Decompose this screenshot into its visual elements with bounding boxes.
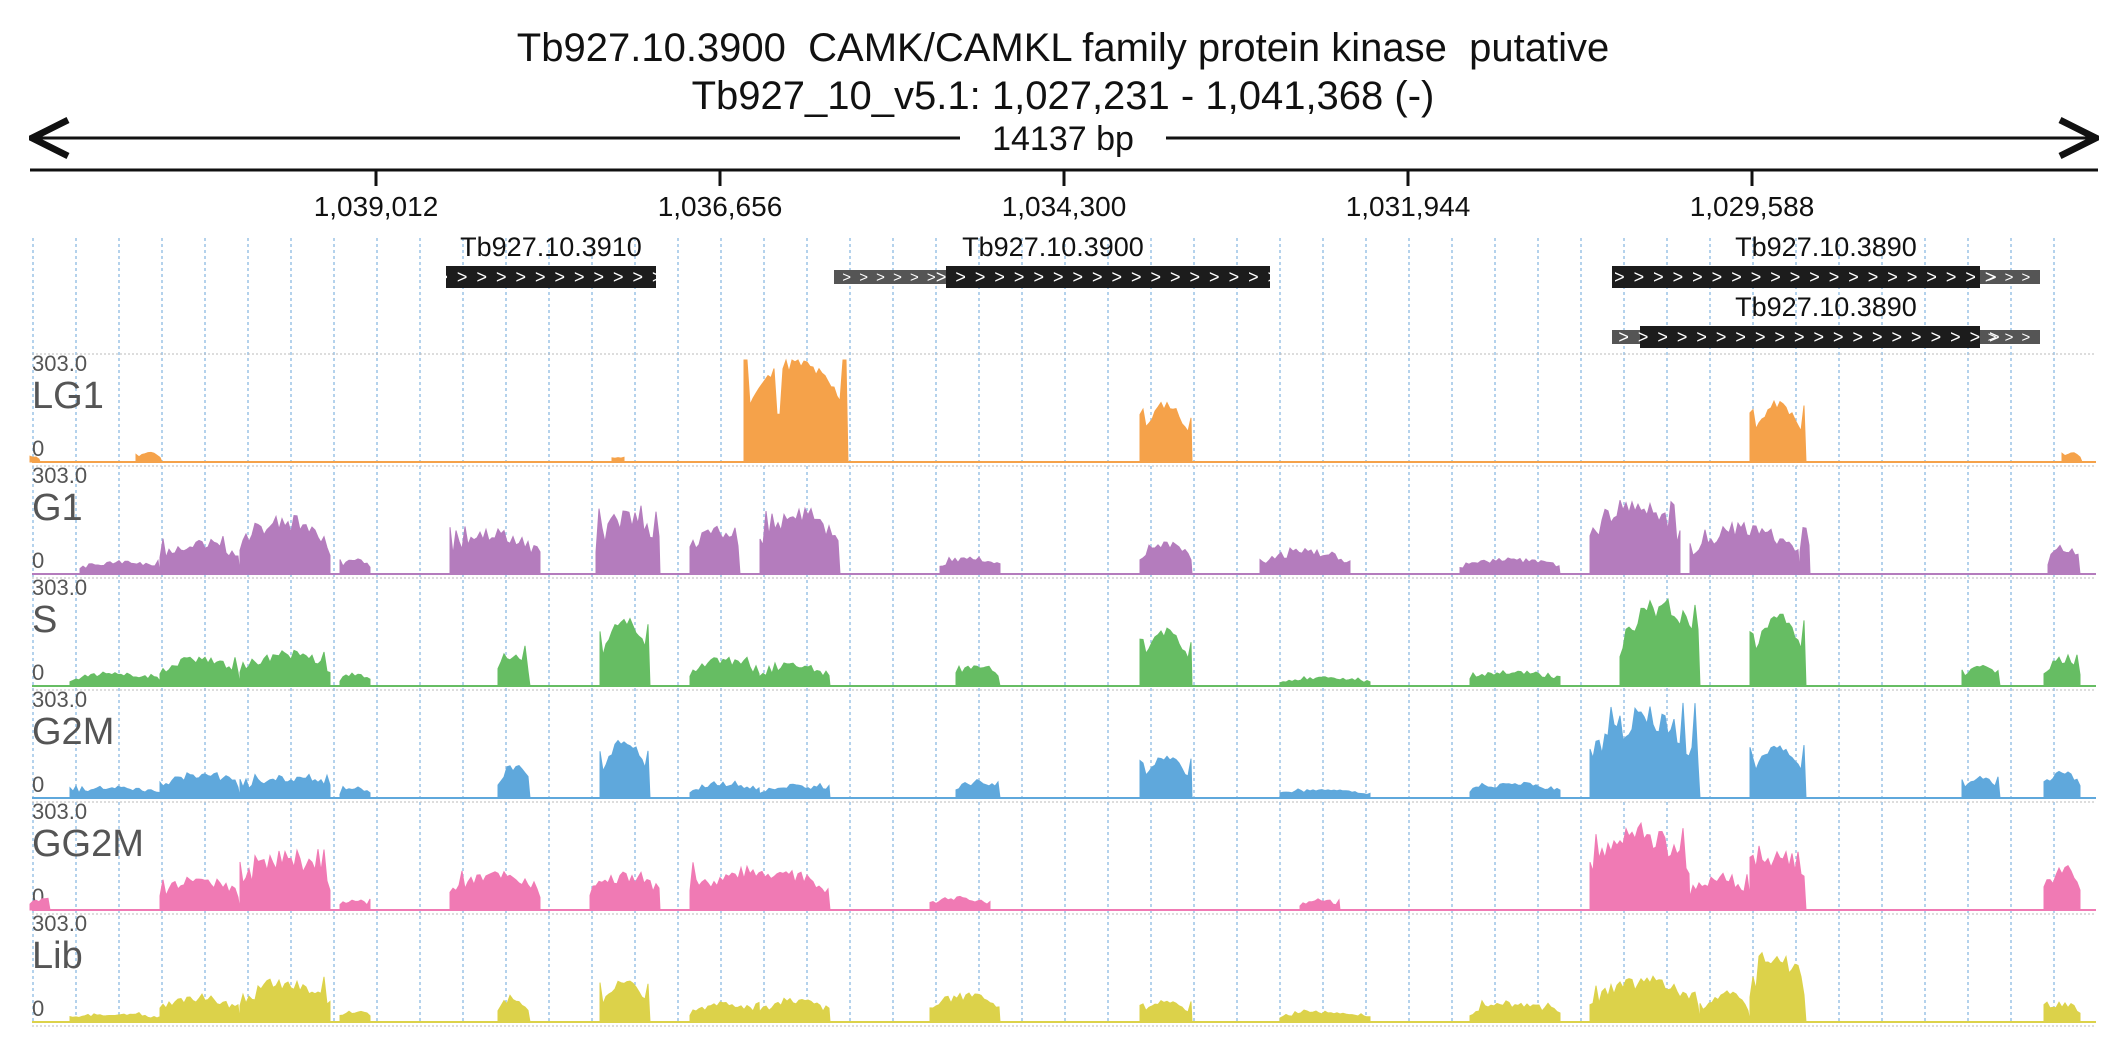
gene-feature-3890-a[interactable]: Tb927.10.3890 > > > > > > > > > > > > > … xyxy=(1595,232,2040,288)
gene-label: Tb927.10.3890 xyxy=(1735,232,1917,262)
track-name: GG2M xyxy=(32,823,144,865)
track-name: G1 xyxy=(32,487,83,529)
ruler-tick-label: 1,031,944 xyxy=(1346,191,1471,222)
coverage-area xyxy=(29,358,2083,463)
track-name: LG1 xyxy=(32,375,104,417)
gene-cds xyxy=(1612,266,1980,288)
gene-label: Tb927.10.3890 xyxy=(1735,292,1917,322)
span-length-label: 14137 bp xyxy=(963,119,1163,159)
strand-arrows: > > > > > > > > > > > > > > > > > > xyxy=(936,267,1280,287)
strand-arrows: > > > > > > xyxy=(842,269,937,286)
coverage-area xyxy=(69,702,2081,799)
gene-feature-3910[interactable]: Tb927.10.3910 > > > > > > > > > > > > xyxy=(437,232,664,288)
track-name: S xyxy=(32,599,57,641)
gene-feature-3890-b[interactable]: Tb927.10.3890 > > > > > > > > > > > > > … xyxy=(1612,292,2040,348)
gene-utr xyxy=(1980,330,2040,344)
gene-utr xyxy=(1612,330,1640,344)
track-g1[interactable]: 303.0 G1 0 xyxy=(32,463,2096,575)
coverage-area xyxy=(69,951,2081,1023)
gene-utr xyxy=(1980,270,2040,284)
strand-arrows: > > > > > > > > > > > > > > > > > > > > xyxy=(1618,327,2001,347)
track-scale-max: 303.0 xyxy=(32,463,87,488)
track-scale-min: 0 xyxy=(32,548,44,573)
track-scale-min: 0 xyxy=(32,436,44,461)
strand-arrows: > > > xyxy=(1988,329,2033,346)
track-gg2m[interactable]: 303.0 GG2M 0 xyxy=(29,799,2096,911)
gene-utr xyxy=(834,270,946,284)
track-lg1[interactable]: 303.0 LG1 0 xyxy=(29,351,2096,463)
gene-feature-3900[interactable]: Tb927.10.3900 > > > > > > > > > > > > > … xyxy=(834,232,1280,288)
gene-track: Tb927.10.3910 > > > > > > > > > > > > Tb… xyxy=(437,232,2040,348)
track-scale-min: 0 xyxy=(32,660,44,685)
ruler-ticks: 1,039,012 1,036,656 1,034,300 1,031,944 … xyxy=(314,170,1815,222)
track-scale-min: 0 xyxy=(32,772,44,797)
track-lib[interactable]: 303.0 Lib 0 xyxy=(32,911,2096,1023)
gene-cds xyxy=(946,266,1270,288)
ruler-tick-label: 1,029,588 xyxy=(1690,191,1815,222)
strand-arrows: > > > > > > > > > > > > > > > > > > > > … xyxy=(1595,267,1998,287)
ruler-tick-label: 1,036,656 xyxy=(658,191,783,222)
track-s[interactable]: 303.0 S 0 xyxy=(32,575,2096,687)
track-scale-max: 303.0 xyxy=(32,799,87,824)
strand-arrows: > > > > > > > > > > > > xyxy=(437,267,664,287)
coverage-area xyxy=(79,500,2081,575)
gene-cds xyxy=(446,266,656,288)
gene-label: Tb927.10.3910 xyxy=(460,232,642,262)
track-scale-max: 303.0 xyxy=(32,351,87,376)
grid-lines xyxy=(32,238,2055,1024)
track-name: Lib xyxy=(32,935,83,977)
gene-cds xyxy=(1640,326,1980,348)
track-scale-min: 0 xyxy=(32,996,44,1021)
track-name: G2M xyxy=(32,711,114,753)
coverage-area xyxy=(29,821,2081,911)
coverage-area xyxy=(69,598,2081,687)
locus-title: Tb927_10_v5.1: 1,027,231 - 1,041,368 (-) xyxy=(691,74,1435,118)
track-scale-max: 303.0 xyxy=(32,911,87,936)
gene-label: Tb927.10.3900 xyxy=(962,232,1144,262)
coverage-tracks: 303.0 LG1 0 303.0 G1 0 303.0 S 0 303.0 G… xyxy=(29,351,2096,1027)
ruler-tick-label: 1,034,300 xyxy=(1002,191,1127,222)
track-g2m[interactable]: 303.0 G2M 0 xyxy=(32,687,2096,799)
track-scale-max: 303.0 xyxy=(32,575,87,600)
ruler-tick-label: 1,039,012 xyxy=(314,191,439,222)
track-scale-max: 303.0 xyxy=(32,687,87,712)
strand-arrows: > > > xyxy=(1988,269,2033,286)
gene-title: Tb927.10.3900 CAMK/CAMKL family protein … xyxy=(516,26,1610,70)
